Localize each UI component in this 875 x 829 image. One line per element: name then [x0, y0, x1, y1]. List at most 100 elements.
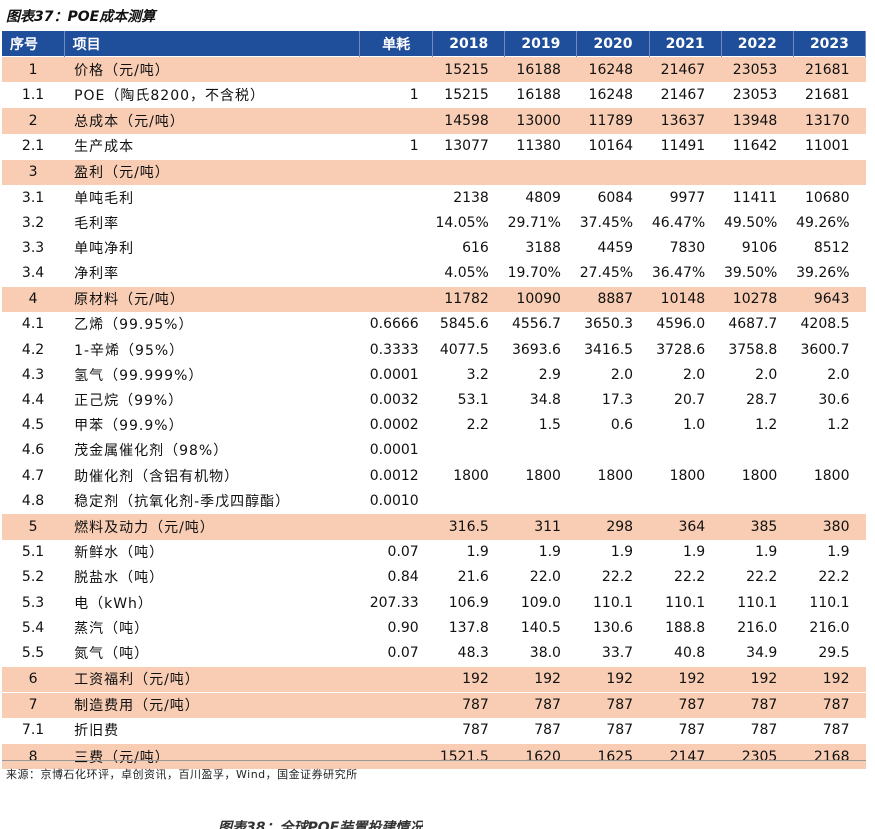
row-value: 1.9	[466, 544, 489, 561]
row-number: 4.4	[21, 392, 45, 409]
row-number: 4.5	[21, 417, 45, 434]
table-row: 4.5 甲苯（99.9%） 0.0002 2.2 1.5 0.6 1.0 1.2 1.2	[2, 413, 866, 438]
row-number: 3.1	[21, 189, 45, 206]
row-unit-consumption: 0.0001	[369, 442, 419, 459]
row-value: 34.9	[746, 644, 778, 661]
table-row: 4.2 1-辛烯（95%） 0.3333 4077.5 3693.6 3416.5 3728…	[2, 337, 866, 362]
row-value: 10164	[588, 138, 634, 155]
row-number: 4.7	[21, 467, 45, 484]
row-value: 9977	[669, 189, 706, 206]
row-number: 4.1	[21, 316, 45, 333]
row-unit-consumption	[359, 743, 433, 770]
row-unit-consumption	[359, 285, 433, 312]
header-year: 2022	[721, 31, 794, 57]
row-number: 6	[2, 665, 65, 693]
header-unit: 单耗	[359, 31, 434, 57]
table-row: 5.4 蒸汽（吨） 0.90 137.8 140.5 130.6 188.8 216.0 216…	[2, 615, 866, 640]
row-value: 110.1	[809, 594, 850, 611]
row-value: 311	[504, 513, 577, 540]
table-row: 3.4 净利率 4.05% 19.70% 27.45% 36.47% 39.50% 39.26…	[2, 261, 866, 287]
row-value: 48.3	[457, 644, 489, 661]
table-row: 4.3 氢气（99.999%） 0.0001 3.2 2.9 2.0 2.0 2.0 2.0	[2, 362, 866, 387]
row-value: 1.9	[682, 544, 706, 561]
table-row: 3.3 单吨净利 616 3188 4459 7830 9106 8512	[2, 235, 866, 260]
row-value: 192	[649, 665, 722, 693]
table-bottom-rule	[2, 760, 866, 761]
row-value: 787	[721, 691, 794, 718]
row-item: 毛利率	[74, 215, 120, 232]
row-value: 23053	[721, 56, 794, 83]
row-value: 2.0	[610, 366, 634, 383]
row-value	[504, 158, 577, 185]
row-item: 单吨毛利	[74, 190, 135, 207]
row-value: 16248	[588, 86, 634, 103]
row-number: 3.2	[21, 214, 45, 231]
row-unit-consumption	[359, 56, 433, 83]
table-row: 5 燃料及动力（元/吨） 316.5 311 298 364 385 380	[2, 513, 866, 540]
row-value: 15215	[432, 56, 505, 83]
row-value: 49.50%	[723, 214, 778, 231]
table-body: 1 价格（元/吨） 15215 16188 16248 21467 23053 21681 1.…	[2, 56, 866, 770]
row-value: 1800	[525, 467, 561, 484]
row-value: 1800	[597, 467, 634, 484]
row-value: 3728.6	[656, 341, 706, 358]
row-item: 燃料及动力（元/吨）	[64, 513, 360, 540]
row-number: 1.1	[21, 86, 45, 103]
row-value: 37.45%	[579, 214, 634, 231]
row-value: 4809	[525, 189, 561, 206]
row-value: 1521.5	[432, 743, 505, 770]
row-value: 110.1	[665, 594, 706, 611]
row-item: 氮气（吨）	[74, 645, 150, 662]
row-unit-consumption: 0.07	[387, 644, 419, 661]
row-value: 14598	[432, 107, 505, 134]
row-value: 14.05%	[435, 214, 489, 231]
row-value: 13000	[504, 107, 577, 134]
table-row: 5.3 电（kWh） 207.33 106.9 109.0 110.1 110.1 110.1…	[2, 590, 866, 615]
table-row: 2 总成本（元/吨） 14598 13000 11789 13637 13948 13170	[2, 107, 866, 134]
row-value: 192	[432, 665, 505, 693]
table-row: 3.1 单吨毛利 2138 4809 6084 9977 11411 10680	[2, 185, 866, 210]
row-item: 助催化剂（含铝有机物）	[74, 468, 240, 485]
row-unit-consumption: 0.84	[387, 569, 419, 586]
row-number: 3	[2, 158, 65, 185]
row-value: 1800	[813, 467, 850, 484]
row-value: 1.2	[755, 417, 778, 434]
row-value: 4077.5	[439, 341, 489, 358]
row-value	[432, 158, 505, 185]
row-value: 10278	[721, 285, 794, 312]
row-value: 13637	[649, 107, 722, 134]
source-note: 来源：京博石化环评，卓创资讯，百川盈孚，Wind，国金证券研究所	[6, 768, 358, 781]
table-row: 4.6 茂金属催化剂（98%） 0.0001	[2, 438, 866, 463]
row-value: 3188	[525, 239, 561, 256]
row-number: 4.3	[21, 366, 45, 383]
row-number: 4.6	[21, 442, 45, 459]
table-row: 1.1 POE（陶氏8200，不含税） 1 15215 16188 16248 21467 2…	[2, 82, 866, 108]
row-value: 3650.3	[584, 316, 634, 333]
row-value: 1800	[453, 467, 489, 484]
row-value	[649, 438, 721, 463]
row-value: 9643	[793, 285, 866, 312]
row-value: 53.1	[457, 392, 489, 409]
row-value: 2138	[453, 189, 489, 206]
row-value: 3.2	[466, 366, 489, 383]
row-value: 15215	[444, 86, 489, 103]
row-unit-consumption	[359, 691, 433, 718]
row-value: 29.5	[818, 644, 850, 661]
row-value	[505, 488, 577, 514]
row-unit-consumption: 0.0012	[369, 467, 419, 484]
row-value: 40.8	[674, 644, 706, 661]
row-value: 298	[576, 513, 650, 540]
table-row: 5.5 氮气（吨） 0.07 48.3 38.0 33.7 40.8 34.9 29.5	[2, 640, 866, 666]
row-value: 2.2	[466, 417, 489, 434]
row-value: 4556.7	[511, 316, 561, 333]
header-year: 2018	[432, 31, 506, 57]
row-value: 23053	[732, 86, 778, 103]
cost-table-container: 序号 项目 单耗 2018 2019 2020 2021 2022 2023 1…	[0, 31, 875, 770]
row-item: 氢气（99.999%）	[74, 367, 204, 384]
row-value: 1625	[576, 743, 650, 770]
row-value: 36.47%	[651, 265, 706, 282]
row-value: 11001	[804, 138, 850, 155]
row-value: 2.0	[827, 366, 850, 383]
table-row: 7 制造费用（元/吨） 787 787 787 787 787 787	[2, 691, 866, 718]
row-value	[793, 488, 865, 514]
